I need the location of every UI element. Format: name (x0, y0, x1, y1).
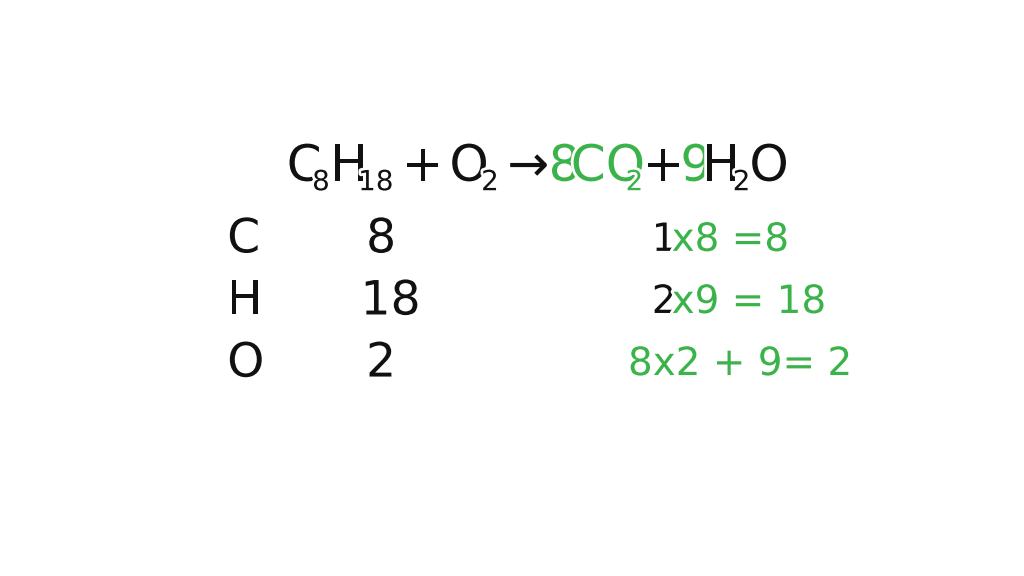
Text: →: → (507, 143, 549, 191)
Text: C: C (227, 217, 260, 263)
Text: O: O (750, 143, 788, 191)
Text: C: C (287, 143, 322, 191)
Text: +: + (401, 143, 443, 191)
Text: 18: 18 (360, 279, 421, 324)
Text: x9 = 18: x9 = 18 (672, 283, 826, 321)
Text: O: O (450, 143, 488, 191)
Text: 2: 2 (652, 283, 677, 321)
Text: 18: 18 (358, 168, 393, 196)
Text: 8: 8 (312, 168, 330, 196)
Text: H: H (331, 143, 368, 191)
Text: 2: 2 (733, 168, 751, 196)
Text: 9: 9 (680, 143, 712, 191)
Text: x8 =8: x8 =8 (672, 221, 790, 259)
Text: +: + (642, 143, 684, 191)
Text: 2: 2 (481, 168, 499, 196)
Text: 1: 1 (652, 221, 677, 259)
Text: H: H (702, 143, 740, 191)
Text: H: H (227, 279, 263, 324)
Text: CO: CO (570, 143, 645, 191)
Text: 2: 2 (626, 168, 643, 196)
Text: 2: 2 (367, 342, 396, 386)
Text: 8: 8 (367, 217, 396, 263)
Text: 8x2 + 9= 2: 8x2 + 9= 2 (628, 345, 852, 383)
Text: O: O (227, 342, 264, 386)
Text: 8: 8 (549, 143, 581, 191)
